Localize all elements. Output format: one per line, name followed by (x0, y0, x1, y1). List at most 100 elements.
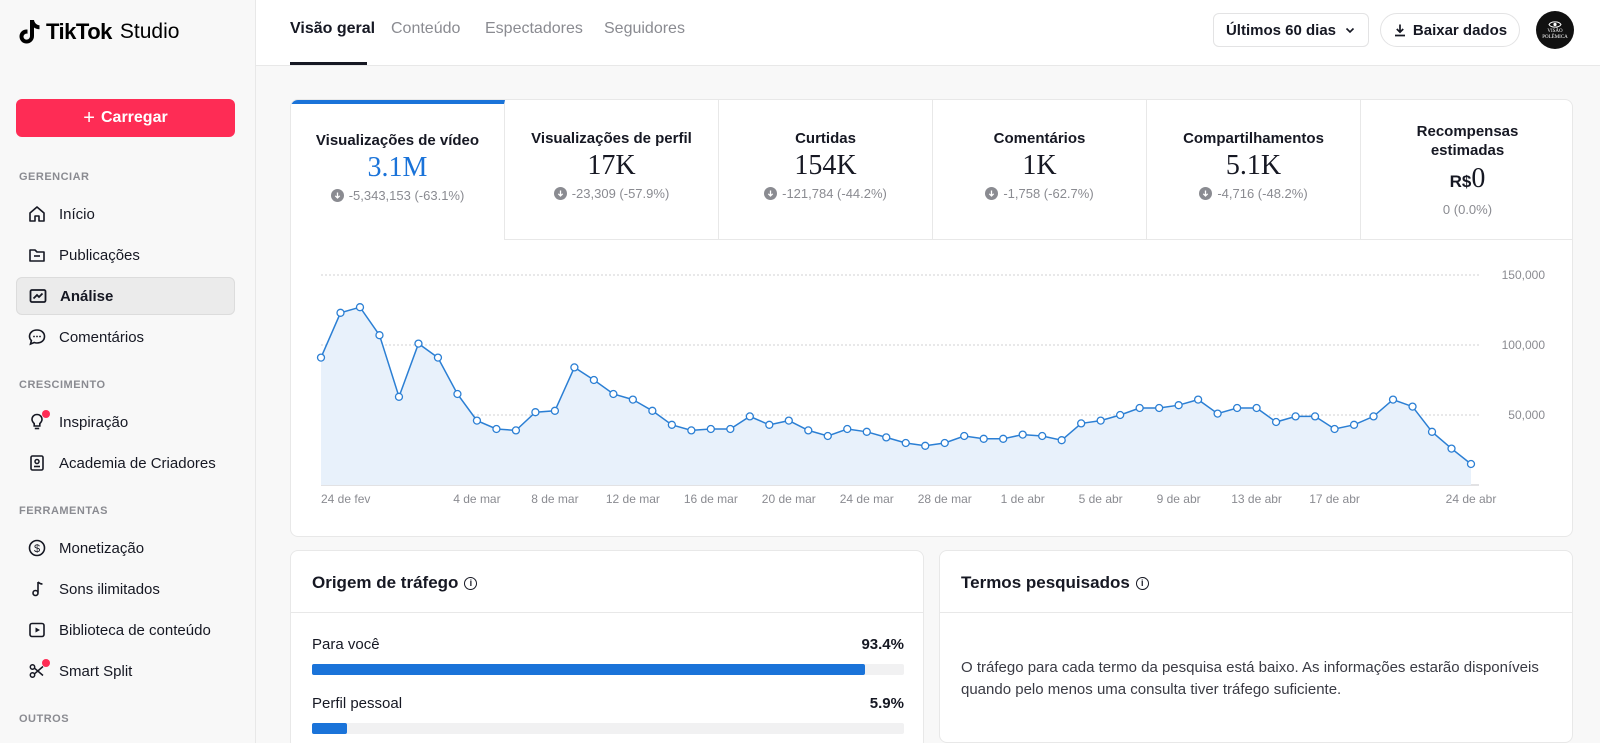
data-point[interactable] (1330, 424, 1339, 434)
data-point[interactable] (589, 375, 599, 385)
upload-button[interactable]: + Carregar (16, 99, 235, 137)
metric-estimated-rewards[interactable]: Recompensas estimadas R$0 0 (0.0%) (1361, 100, 1572, 240)
sidebar-item-inicio[interactable]: Início (16, 195, 235, 233)
data-point[interactable] (570, 363, 579, 372)
data-point[interactable] (1427, 427, 1437, 436)
tab-conteudo[interactable]: Conteúdo (391, 20, 461, 37)
data-point[interactable] (1096, 416, 1105, 425)
data-point[interactable] (1388, 395, 1398, 404)
data-point[interactable] (511, 426, 521, 435)
data-point[interactable] (882, 433, 891, 442)
avatar[interactable]: VISÃO POLÊMICA (1536, 11, 1574, 49)
data-point[interactable] (1447, 444, 1456, 453)
data-point[interactable] (960, 431, 969, 441)
tiktok-studio-logo[interactable]: TikTok Studio (16, 14, 179, 50)
download-icon (1394, 24, 1405, 37)
sidebar-item-biblioteca[interactable]: Biblioteca de conteúdo (16, 611, 235, 649)
x-tick-label: 28 de mar (918, 492, 972, 506)
data-point[interactable] (862, 427, 871, 436)
data-point[interactable] (1135, 403, 1144, 413)
tab-seguidores[interactable]: Seguidores (604, 20, 685, 37)
data-point[interactable] (453, 389, 462, 399)
sidebar-item-monetizacao[interactable]: $ Monetização (16, 529, 235, 567)
sidebar-item-comentarios[interactable]: Comentários (16, 318, 235, 356)
traffic-bar (312, 723, 904, 734)
video-views-chart: 150,000 100,000 50,000 24 de fev 4 de mar 8 d… (316, 268, 1546, 506)
data-point[interactable] (804, 426, 813, 435)
data-point[interactable] (999, 434, 1008, 443)
data-point[interactable] (1310, 412, 1320, 421)
data-point[interactable] (687, 426, 696, 435)
info-icon[interactable]: i (1135, 576, 1149, 590)
metric-profile-views[interactable]: Visualizações de perfil 17K -23,309 (-57… (505, 100, 719, 240)
data-point[interactable] (1154, 403, 1164, 413)
data-point[interactable] (1291, 412, 1300, 421)
data-point[interactable] (492, 424, 501, 434)
data-point[interactable] (550, 406, 560, 415)
y-tick-label: 100,000 (1502, 338, 1546, 352)
data-point[interactable] (901, 438, 910, 448)
data-point[interactable] (609, 389, 618, 399)
data-point[interactable] (823, 431, 832, 441)
sidebar-item-sons[interactable]: Sons ilimitados (16, 570, 235, 608)
data-point[interactable] (336, 308, 345, 317)
data-point[interactable] (706, 424, 715, 434)
sidebar-item-label: Sons ilimitados (59, 580, 160, 598)
sidebar-item-academia[interactable]: Academia de Criadores (16, 444, 235, 482)
tab-visao-geral[interactable]: Visão geral (290, 20, 376, 37)
data-point[interactable] (1252, 403, 1261, 413)
metric-video-views[interactable]: Visualizações de vídeo 3.1M -5,343,153 (… (291, 100, 505, 240)
data-point[interactable] (1213, 409, 1222, 418)
sidebar-item-inspiracao[interactable]: Inspiração (16, 403, 235, 441)
data-point[interactable] (1232, 403, 1242, 413)
data-point[interactable] (414, 339, 423, 348)
metric-value: R$0 (1361, 163, 1572, 198)
data-point[interactable] (1077, 419, 1086, 428)
data-point[interactable] (765, 420, 774, 429)
data-point[interactable] (1057, 436, 1066, 445)
section-title-outros: OUTROS (19, 713, 70, 725)
data-point[interactable] (472, 416, 482, 425)
brand-sub: Studio (119, 20, 180, 43)
data-point[interactable] (1349, 420, 1359, 429)
data-point[interactable] (1116, 410, 1125, 420)
data-point[interactable] (921, 441, 930, 450)
comment-icon (27, 327, 47, 347)
period-dropdown[interactable]: Últimos 60 dias (1213, 13, 1369, 47)
sidebar-item-analise[interactable]: Análise (16, 277, 235, 315)
data-point[interactable] (433, 353, 443, 362)
data-point[interactable] (394, 392, 404, 401)
data-point[interactable] (1018, 430, 1027, 439)
data-point[interactable] (1271, 417, 1281, 427)
data-point[interactable] (648, 406, 657, 415)
sidebar-item-smart-split[interactable]: Smart Split (16, 652, 235, 690)
metric-likes[interactable]: Curtidas 154K -121,784 (-44.2%) (719, 100, 933, 240)
data-point[interactable] (316, 353, 326, 362)
data-point[interactable] (1193, 395, 1203, 404)
data-point[interactable] (940, 438, 949, 448)
data-point[interactable] (745, 412, 754, 421)
tab-espectadores[interactable]: Espectadores (485, 20, 583, 37)
data-point[interactable] (1466, 459, 1476, 469)
data-point[interactable] (355, 303, 365, 312)
data-point[interactable] (726, 424, 735, 434)
data-point[interactable] (375, 331, 384, 340)
data-point[interactable] (1038, 431, 1047, 441)
data-point[interactable] (979, 434, 988, 443)
data-point[interactable] (843, 424, 852, 434)
metric-shares[interactable]: Compartilhamentos 5.1K -4,716 (-48.2%) (1147, 100, 1361, 240)
data-point[interactable] (1174, 401, 1183, 410)
data-point[interactable] (667, 420, 676, 429)
download-data-button[interactable]: Baixar dados (1380, 13, 1520, 47)
data-point[interactable] (1408, 402, 1417, 411)
sidebar-item-publicacoes[interactable]: Publicações (16, 236, 235, 274)
metric-label: Visualizações de vídeo (315, 132, 480, 149)
data-point[interactable] (1369, 412, 1378, 421)
data-point[interactable] (784, 416, 793, 425)
data-point[interactable] (628, 395, 638, 404)
info-icon[interactable]: i (464, 576, 478, 590)
metric-label: Visualizações de perfil (531, 130, 692, 147)
data-point[interactable] (531, 408, 540, 417)
metric-comments[interactable]: Comentários 1K -1,758 (-62.7%) (933, 100, 1147, 240)
overview-stats-card: Visualizações de vídeo 3.1M -5,343,153 (… (290, 99, 1573, 537)
